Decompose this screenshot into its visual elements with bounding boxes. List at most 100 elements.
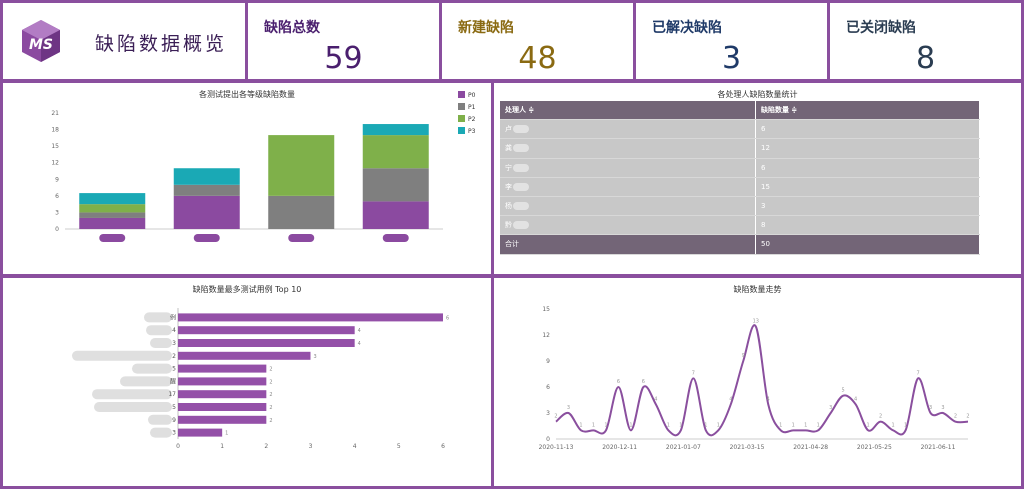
redacted-label-mask <box>148 414 172 425</box>
stat-value: 59 <box>324 41 363 76</box>
legend-label: P3 <box>468 128 476 135</box>
redacted-label-mask <box>193 234 220 242</box>
defect-count: 15 <box>755 177 980 197</box>
point-value-label: 2 <box>954 414 957 420</box>
bar <box>178 351 311 360</box>
point-value-label: 1 <box>891 422 894 428</box>
column-header-count[interactable]: 缺陷数量 ≑ <box>755 101 980 121</box>
y-tick-label: 醒 <box>170 378 176 385</box>
point-value-label: 1 <box>592 422 595 428</box>
y-tick-label: 3 <box>546 410 550 417</box>
legend-label: P0 <box>468 92 476 99</box>
point-value-label: 6 <box>617 379 620 385</box>
redacted-label-mask <box>92 389 172 400</box>
x-tick-label: 1 <box>220 443 224 450</box>
point-value-label: 3 <box>941 405 944 411</box>
point-value-label: 1 <box>579 422 582 428</box>
y-tick-label: 12 <box>542 332 550 339</box>
stat-value: 48 <box>518 41 557 76</box>
stat-value: 8 <box>915 41 936 76</box>
point-value-label: 4 <box>729 396 732 402</box>
legend-label: P1 <box>468 104 476 111</box>
point-value-label: 4 <box>767 396 770 402</box>
redacted-label-mask <box>150 427 172 438</box>
stacked-bar-panel: 各测试提出各等级缺陷数量 0 3 6 9 12 15 18 21 P0 P1 P2 P3 <box>3 83 491 274</box>
stat-value: 3 <box>721 41 742 76</box>
point-value-label: 2 <box>879 414 882 420</box>
trend-line-panel: 缺陷数量走势 0 3 6 9 12 15 2 3 1 1 1 6 1 6 4 1 1 7 1 1 4 9 13 4 1 1 1 1 3 5… <box>494 278 1021 486</box>
point-value-label: 1 <box>604 422 607 428</box>
bar-segment-p1 <box>362 168 429 202</box>
table-header-row: 处理人 ≑ 缺陷数量 ≑ <box>500 101 980 121</box>
redacted-mask <box>513 202 529 211</box>
bar-value-label: 2 <box>269 392 272 398</box>
point-value-label: 1 <box>804 422 807 428</box>
bar <box>178 339 355 347</box>
redacted-label-mask <box>132 363 172 374</box>
point-value-label: 13 <box>753 318 759 324</box>
redacted-label-mask <box>288 234 315 242</box>
bar <box>178 428 223 437</box>
stat-card-new: 新建缺陷 48 <box>442 3 633 79</box>
y-tick-label: 0 <box>55 226 59 233</box>
assignee-name: 杨 <box>505 202 512 211</box>
y-tick-label: 15 <box>51 143 59 150</box>
chart-title: 缺陷数量最多测试用例 Top 10 <box>192 285 302 294</box>
bar-segment-p0 <box>362 201 429 229</box>
point-value-label: 1 <box>779 422 782 428</box>
point-value-label: 7 <box>916 370 919 376</box>
column-header-assignee[interactable]: 处理人 ≑ <box>500 101 756 121</box>
y-tick-label: 9 <box>172 417 176 424</box>
assignee-name: 李 <box>505 182 512 191</box>
x-tick-label: 2021-03-15 <box>730 444 765 451</box>
redacted-label-mask <box>150 338 172 348</box>
bar-value-label: 6 <box>446 315 449 321</box>
top10-bar-panel: 缺陷数量最多测试用例 Top 10 0 1 2 3 4 5 6 例 6 4 4 3 4 2 3 5 2 醒 2 17 2… <box>3 278 491 486</box>
point-value-label: 1 <box>817 422 820 428</box>
trend-line <box>555 324 969 437</box>
bar-segment-p0 <box>173 195 240 229</box>
chart-title: 各测试提出各等级缺陷数量 <box>199 90 295 99</box>
point-value-label: 3 <box>929 405 932 411</box>
y-tick-label: 2 <box>172 353 176 360</box>
bar-segment-p1 <box>79 212 146 218</box>
bar-segment-p1 <box>268 195 335 229</box>
point-value-label: 6 <box>642 379 645 385</box>
bar-segment-p2 <box>268 135 335 196</box>
bar-value-label: 1 <box>225 431 228 437</box>
redacted-label-mask <box>146 325 172 336</box>
defect-count: 6 <box>755 119 980 140</box>
point-value-label: 4 <box>654 396 657 402</box>
top10-bar-chart: 0 1 2 3 4 5 6 例 6 4 4 3 4 2 3 5 2 醒 2 17 2 5 2 9 2 3 1 <box>72 308 449 450</box>
defect-count: 3 <box>755 196 980 217</box>
x-tick-label: 2 <box>264 443 268 450</box>
table-row: 龚 12 <box>500 138 980 159</box>
bar-segment-p2 <box>79 204 146 213</box>
x-tick-label: 2020-12-11 <box>602 444 637 451</box>
stat-label: 已关闭缺陷 <box>846 20 916 36</box>
bar <box>178 326 355 335</box>
bar-value-label: 4 <box>358 341 361 347</box>
point-value-label: 5 <box>842 388 845 394</box>
redacted-label-mask <box>72 350 172 361</box>
bar <box>178 403 267 411</box>
bar-value-label: 4 <box>358 328 361 334</box>
x-tick-label: 3 <box>309 443 313 450</box>
stat-card-total: 缺陷总数 59 <box>248 3 439 79</box>
y-tick-label: 5 <box>172 404 176 411</box>
redacted-mask <box>513 144 529 153</box>
y-tick-label: 例 <box>170 313 176 321</box>
assignee-name: 黔 <box>505 221 512 230</box>
x-tick-label: 2021-06-11 <box>921 444 956 451</box>
redacted-mask <box>513 182 529 191</box>
redacted-label-mask <box>120 376 172 387</box>
y-tick-label: 9 <box>546 358 550 365</box>
stat-label: 新建缺陷 <box>458 20 514 36</box>
y-tick-label: 3 <box>172 430 176 437</box>
assignee-name: 宁 <box>505 163 512 172</box>
bar-segment-p3 <box>362 124 429 136</box>
